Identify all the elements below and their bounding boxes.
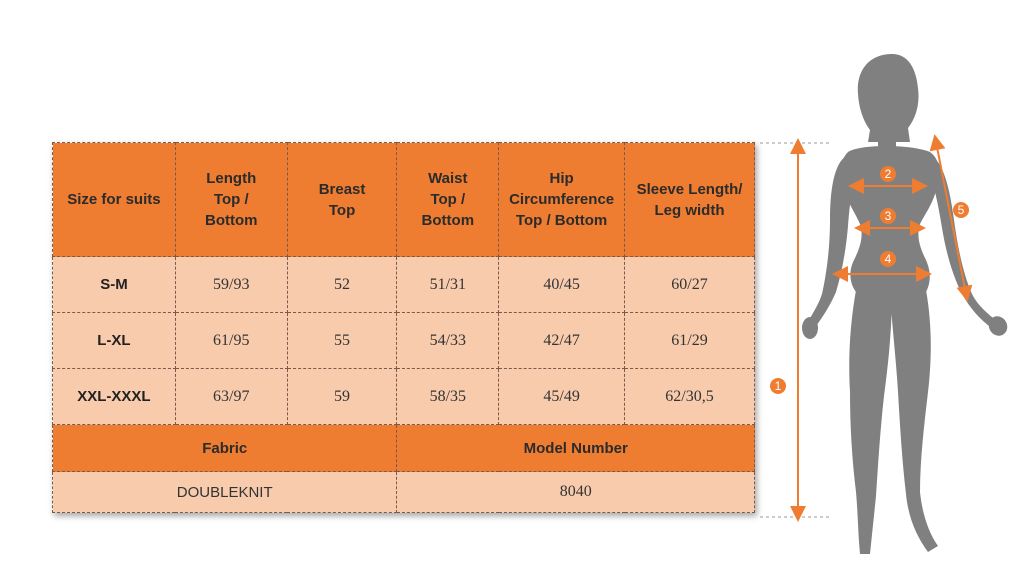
waist-cell: 54/33	[396, 312, 500, 369]
waist-cell: 51/31	[396, 256, 500, 313]
fabric-model-value-row: DOUBLEKNIT 8040	[51, 471, 755, 513]
marker-4-label: 4	[885, 252, 892, 266]
table-header-row: Size for suits Length Top / Bottom Breas…	[52, 142, 755, 257]
table-row: L-XL 61/95 55 54/33 42/47 61/29	[52, 312, 755, 369]
marker-5-label: 5	[958, 203, 965, 217]
marker-1-label: 1	[775, 379, 782, 393]
header-sleeve: Sleeve Length/ Leg width	[624, 142, 755, 257]
size-cell: S-M	[52, 256, 176, 313]
fabric-value: DOUBLEKNIT	[51, 471, 398, 513]
fabric-label: Fabric	[51, 424, 398, 472]
table-row: XXL-XXXL 63/97 59 58/35 45/49 62/30,5	[52, 368, 755, 425]
size-chart-table: Size for suits Length Top / Bottom Breas…	[51, 142, 755, 513]
sleeve-cell: 62/30,5	[624, 368, 755, 425]
length-cell: 63/97	[174, 368, 288, 425]
table-row: S-M 59/93 52 51/31 40/45 60/27	[52, 256, 755, 313]
header-waist: Waist Top / Bottom	[396, 142, 500, 257]
model-number-label: Model Number	[396, 424, 755, 472]
sleeve-cell: 60/27	[624, 256, 755, 313]
hip-cell: 42/47	[498, 312, 626, 369]
sleeve-cell: 61/29	[624, 312, 755, 369]
model-number-value: 8040	[396, 471, 755, 513]
marker-3-label: 3	[885, 209, 892, 223]
hip-cell: 45/49	[498, 368, 626, 425]
marker-4-circle	[880, 251, 896, 267]
sleeve-arrow	[929, 134, 973, 302]
size-cell: L-XL	[52, 312, 176, 369]
waist-cell: 58/35	[396, 368, 500, 425]
hip-cell: 40/45	[498, 256, 626, 313]
breast-cell: 59	[286, 368, 398, 425]
header-hip: Hip Circumference Top / Bottom	[498, 142, 626, 257]
header-breast: Breast Top	[286, 142, 398, 257]
header-size: Size for suits	[52, 142, 176, 257]
marker-2-circle	[880, 166, 896, 182]
breast-cell: 55	[286, 312, 398, 369]
length-cell: 61/95	[174, 312, 288, 369]
breast-cell: 52	[286, 256, 398, 313]
marker-5-circle	[953, 202, 969, 218]
length-cell: 59/93	[174, 256, 288, 313]
marker-2-label: 2	[885, 167, 892, 181]
header-length: Length Top / Bottom	[174, 142, 288, 257]
marker-1-circle	[770, 378, 786, 394]
fabric-model-header-row: Fabric Model Number	[51, 424, 755, 472]
size-cell: XXL-XXXL	[52, 368, 176, 425]
body-measurement-figure: 1 2 3 4 5	[760, 54, 1008, 554]
woman-silhouette	[802, 54, 1008, 554]
marker-3-circle	[880, 208, 896, 224]
